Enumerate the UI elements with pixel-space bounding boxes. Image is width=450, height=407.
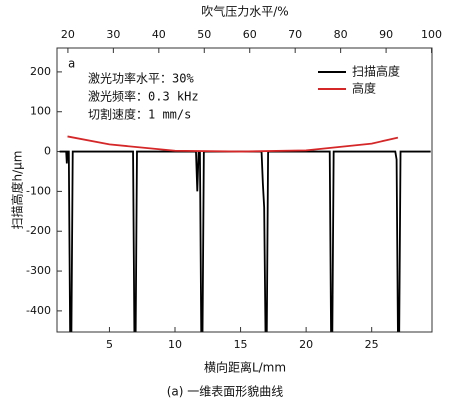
legend-label: 高度 [352, 81, 376, 96]
panel-label: a [68, 57, 75, 71]
x2-tick-label: 30 [106, 28, 120, 41]
y-tick-label: 200 [30, 65, 51, 78]
x-tick-label: 15 [234, 338, 248, 351]
x2-axis-label: 吹气压力水平/% [201, 4, 288, 19]
plot-frame [56, 47, 433, 333]
y-axis-label: 扫描高度h/μm [10, 151, 25, 230]
annotation: 激光功率水平：30% [88, 71, 194, 86]
x2-tick-label: 100 [421, 28, 442, 41]
x-tick-label: 20 [299, 338, 313, 351]
plot-area [59, 135, 431, 332]
x2-tick-label: 70 [288, 28, 302, 41]
line [67, 135, 399, 153]
x-tick-label: 10 [168, 338, 182, 351]
x2-tick-label: 40 [152, 28, 166, 41]
x-tick-label: 5 [106, 338, 113, 351]
legend-label: 扫描高度 [352, 64, 400, 79]
y-tick-label: 100 [30, 105, 51, 118]
annotation: 切割速度：1 mm/s [88, 107, 191, 122]
x2-tick-label: 80 [334, 28, 348, 41]
y-tick-label: -200 [26, 224, 51, 237]
x2-tick-label: 90 [379, 28, 393, 41]
x-axis-label: 横向距离L/mm [204, 360, 286, 375]
x-tick-label: 25 [365, 338, 379, 351]
x2-tick-label: 20 [61, 28, 75, 41]
y-tick-label: -400 [26, 304, 51, 317]
y-tick-label: -300 [26, 264, 51, 277]
y-tick-label: 0 [44, 145, 51, 158]
y-tick-label: -100 [26, 184, 51, 197]
caption: (a) 一维表面形貌曲线 [167, 384, 284, 399]
line [59, 150, 431, 332]
annotation: 激光频率：0.3 kHz [88, 89, 199, 104]
x2-tick-label: 50 [197, 28, 211, 41]
x2-tick-label: 60 [243, 28, 257, 41]
